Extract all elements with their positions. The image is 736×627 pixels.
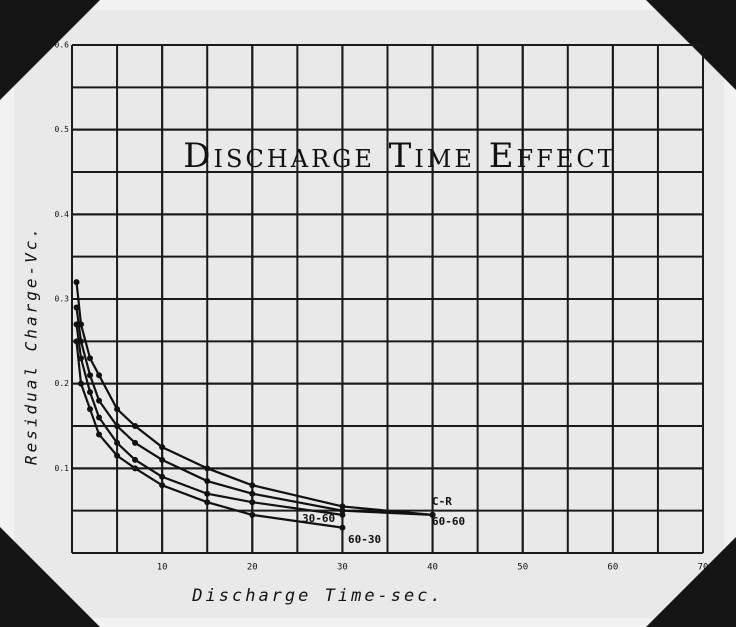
x-tick-label: 30 [337,563,348,573]
data-point [159,474,165,480]
data-point [249,491,255,497]
data-point [74,279,80,285]
x-tick-label: 10 [157,563,168,573]
data-point [204,465,210,471]
series-label: 60-30 [348,533,381,546]
data-point [132,465,138,471]
series-label: C-R [432,495,452,508]
data-point [96,398,102,404]
chart-title: Discharge Time Effect [183,136,616,176]
x-tick-label: 70 [698,563,709,573]
data-point [78,381,84,387]
data-point [96,372,102,378]
paper [14,10,724,618]
y-tick-label: 0.6 [55,41,70,50]
data-point [204,478,210,484]
data-point [249,512,255,518]
data-point [87,389,93,395]
x-tick-label: 60 [607,563,618,573]
data-point [249,499,255,505]
data-point [132,423,138,429]
data-point [87,406,93,412]
data-point [114,453,120,459]
data-point [204,499,210,505]
y-tick-label: 0.4 [55,210,70,219]
y-tick-label: 0.1 [55,464,70,473]
y-axis-label: Residual Charge-Vc. [22,225,41,465]
series-label: 60-60 [432,515,465,528]
x-tick-label: 40 [427,563,438,573]
data-point [96,431,102,437]
data-point [204,491,210,497]
y-tick-label: 0.5 [55,125,70,134]
data-point [114,406,120,412]
data-point [159,457,165,463]
x-axis-label: Discharge Time-sec. [191,586,443,606]
data-point [114,423,120,429]
data-point [74,338,80,344]
data-point [96,415,102,421]
data-point [87,372,93,378]
y-tick-label: 0.2 [55,379,70,388]
data-point [339,525,345,531]
data-point [87,355,93,361]
data-point [132,440,138,446]
x-tick-label: 20 [247,563,258,573]
y-tick-label: 0.3 [55,295,70,304]
data-point [74,304,80,310]
data-point [132,457,138,463]
page: {"chart_data": {"type": "line", "title":… [0,0,736,627]
chart: Discharge Time Effect Discharge Time-sec… [0,0,736,627]
data-point [159,482,165,488]
data-point [114,440,120,446]
data-point [339,512,345,518]
data-point [74,321,80,327]
x-tick-label: 50 [517,563,528,573]
data-point [249,482,255,488]
data-point [159,444,165,450]
